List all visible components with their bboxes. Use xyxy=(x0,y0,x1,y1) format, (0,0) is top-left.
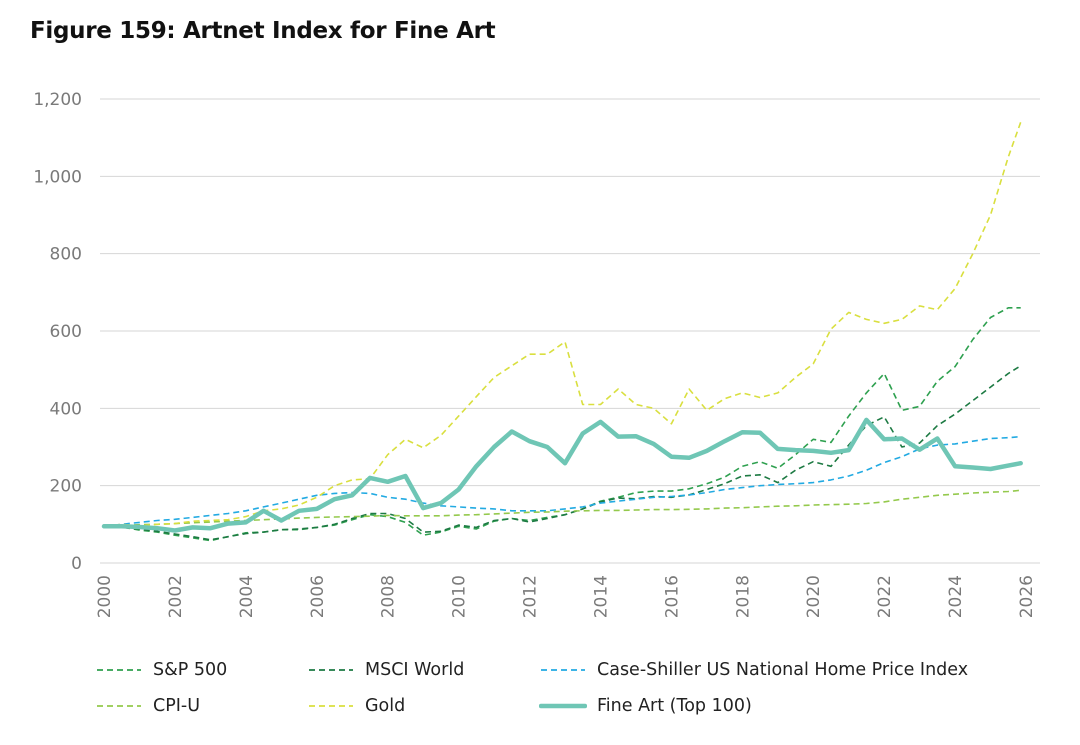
legend-row-1: S&P 500 MSCI World Case-Shiller US Natio… xyxy=(95,652,995,688)
x-tick-label: 2014 xyxy=(591,575,611,618)
legend-item-gold: Gold xyxy=(307,696,517,716)
x-tick-label: 2008 xyxy=(379,575,399,618)
x-tick-label: 2022 xyxy=(875,575,895,618)
legend-item-sp500: S&P 500 xyxy=(95,660,285,680)
legend: S&P 500 MSCI World Case-Shiller US Natio… xyxy=(95,652,995,724)
legend-swatch-fine-art xyxy=(539,703,587,709)
legend-swatch-sp500 xyxy=(97,669,141,671)
y-tick-label: 0 xyxy=(71,554,82,574)
x-tick-label: 2012 xyxy=(521,575,541,618)
x-tick-label: 2026 xyxy=(1017,575,1037,618)
series-line-cpi-u xyxy=(103,489,1021,528)
y-axis-ticks: 0 200 400 600 800 1,000 1,200 xyxy=(33,90,82,574)
x-tick-label: 2016 xyxy=(662,575,682,618)
legend-label: S&P 500 xyxy=(153,660,228,680)
legend-swatch-case-shiller xyxy=(541,669,585,671)
legend-swatch-cpi-u xyxy=(97,705,141,707)
y-tick-label: 1,200 xyxy=(33,90,82,110)
legend-item-msci-world: MSCI World xyxy=(307,660,517,680)
line-chart: 0 200 400 600 800 1,000 1,200 2000 2002 2004 2006… xyxy=(33,90,1040,618)
legend-label: Fine Art (Top 100) xyxy=(597,696,752,716)
x-tick-label: 2018 xyxy=(733,575,753,618)
y-tick-label: 400 xyxy=(50,399,82,419)
series-line-gold xyxy=(103,121,1022,528)
series-lines xyxy=(101,121,1023,542)
legend-label: Case-Shiller US National Home Price Inde… xyxy=(597,660,969,680)
y-tick-label: 1,000 xyxy=(33,167,82,187)
y-tick-label: 600 xyxy=(50,322,82,342)
legend-row-2: CPI-U Gold Fine Art (Top 100) xyxy=(95,688,995,724)
legend-label: CPI-U xyxy=(153,696,201,716)
x-tick-label: 2004 xyxy=(237,575,257,618)
legend-item-case-shiller: Case-Shiller US National Home Price Inde… xyxy=(539,660,968,680)
series-line-case-shiller-us-national-home-price-index xyxy=(103,435,1021,528)
legend-swatch-gold xyxy=(309,705,353,707)
series-line-s-p-500 xyxy=(103,306,1021,542)
y-tick-label: 800 xyxy=(50,245,82,265)
gridlines xyxy=(100,98,1040,564)
x-tick-label: 2002 xyxy=(166,575,186,618)
series-line-msci-world xyxy=(103,365,1022,541)
series-line-fine-art-top-100 xyxy=(101,417,1023,533)
legend-item-cpi-u: CPI-U xyxy=(95,696,285,716)
x-tick-label: 2024 xyxy=(946,575,966,618)
x-tick-label: 2010 xyxy=(450,575,470,618)
legend-swatch-msci-world xyxy=(309,669,353,671)
y-tick-label: 200 xyxy=(50,477,82,497)
x-axis-ticks: 2000 2002 2004 2006 2008 2010 2012 2014 2016 2018… xyxy=(95,575,1037,618)
legend-label: Gold xyxy=(365,696,406,716)
chart-title: Figure 159: Artnet Index for Fine Art xyxy=(30,18,496,44)
x-tick-label: 2000 xyxy=(95,575,115,618)
x-tick-label: 2020 xyxy=(804,575,824,618)
legend-item-fine-art: Fine Art (Top 100) xyxy=(539,696,752,716)
legend-label: MSCI World xyxy=(365,660,465,680)
x-tick-label: 2006 xyxy=(308,575,328,618)
